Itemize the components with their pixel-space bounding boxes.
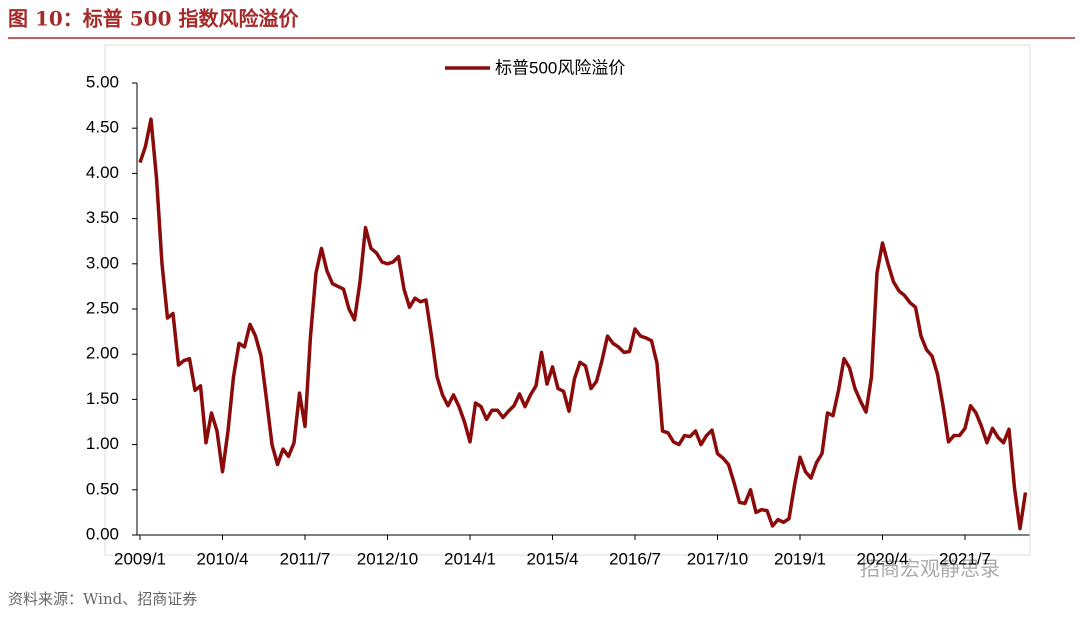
x-tick-label: 2011/7 [280, 549, 331, 568]
x-tick-label: 2014/1 [444, 549, 496, 568]
y-tick-label: 2.50 [86, 298, 119, 317]
figure-title: 图 10：标普 500 指数风险溢价 [8, 7, 299, 31]
y-tick-label: 3.00 [86, 253, 119, 272]
y-tick-label: 2.00 [86, 344, 119, 363]
y-tick-label: 5.00 [86, 72, 119, 91]
x-tick-label: 2021/7 [939, 549, 991, 568]
x-tick-label: 2012/10 [357, 549, 418, 568]
y-tick-label: 0.00 [86, 524, 119, 543]
line-series [138, 117, 1028, 531]
y-tick-label: 0.50 [86, 479, 119, 498]
x-tick-label: 2016/7 [609, 549, 661, 568]
x-tick-label: 2020/4 [857, 549, 909, 568]
x-tick-label: 2010/4 [197, 549, 249, 568]
x-tick-label: 2009/1 [114, 549, 166, 568]
x-tick-label: 2017/10 [687, 549, 748, 568]
y-tick-label: 4.50 [86, 118, 119, 137]
watermark: 招商宏观静思录 [860, 557, 1000, 580]
source-note: 资料来源：Wind、招商证券 [8, 590, 197, 608]
y-tick-label: 3.50 [86, 208, 119, 227]
x-tick-label: 2015/4 [527, 549, 579, 568]
legend-label: 标普500风险溢价 [495, 58, 625, 77]
plot-frame [104, 44, 1031, 556]
y-tick-label: 4.00 [86, 163, 119, 182]
x-tick-label: 2019/1 [774, 549, 826, 568]
y-tick-label: 1.50 [86, 389, 119, 408]
y-tick-label: 1.00 [86, 434, 119, 453]
